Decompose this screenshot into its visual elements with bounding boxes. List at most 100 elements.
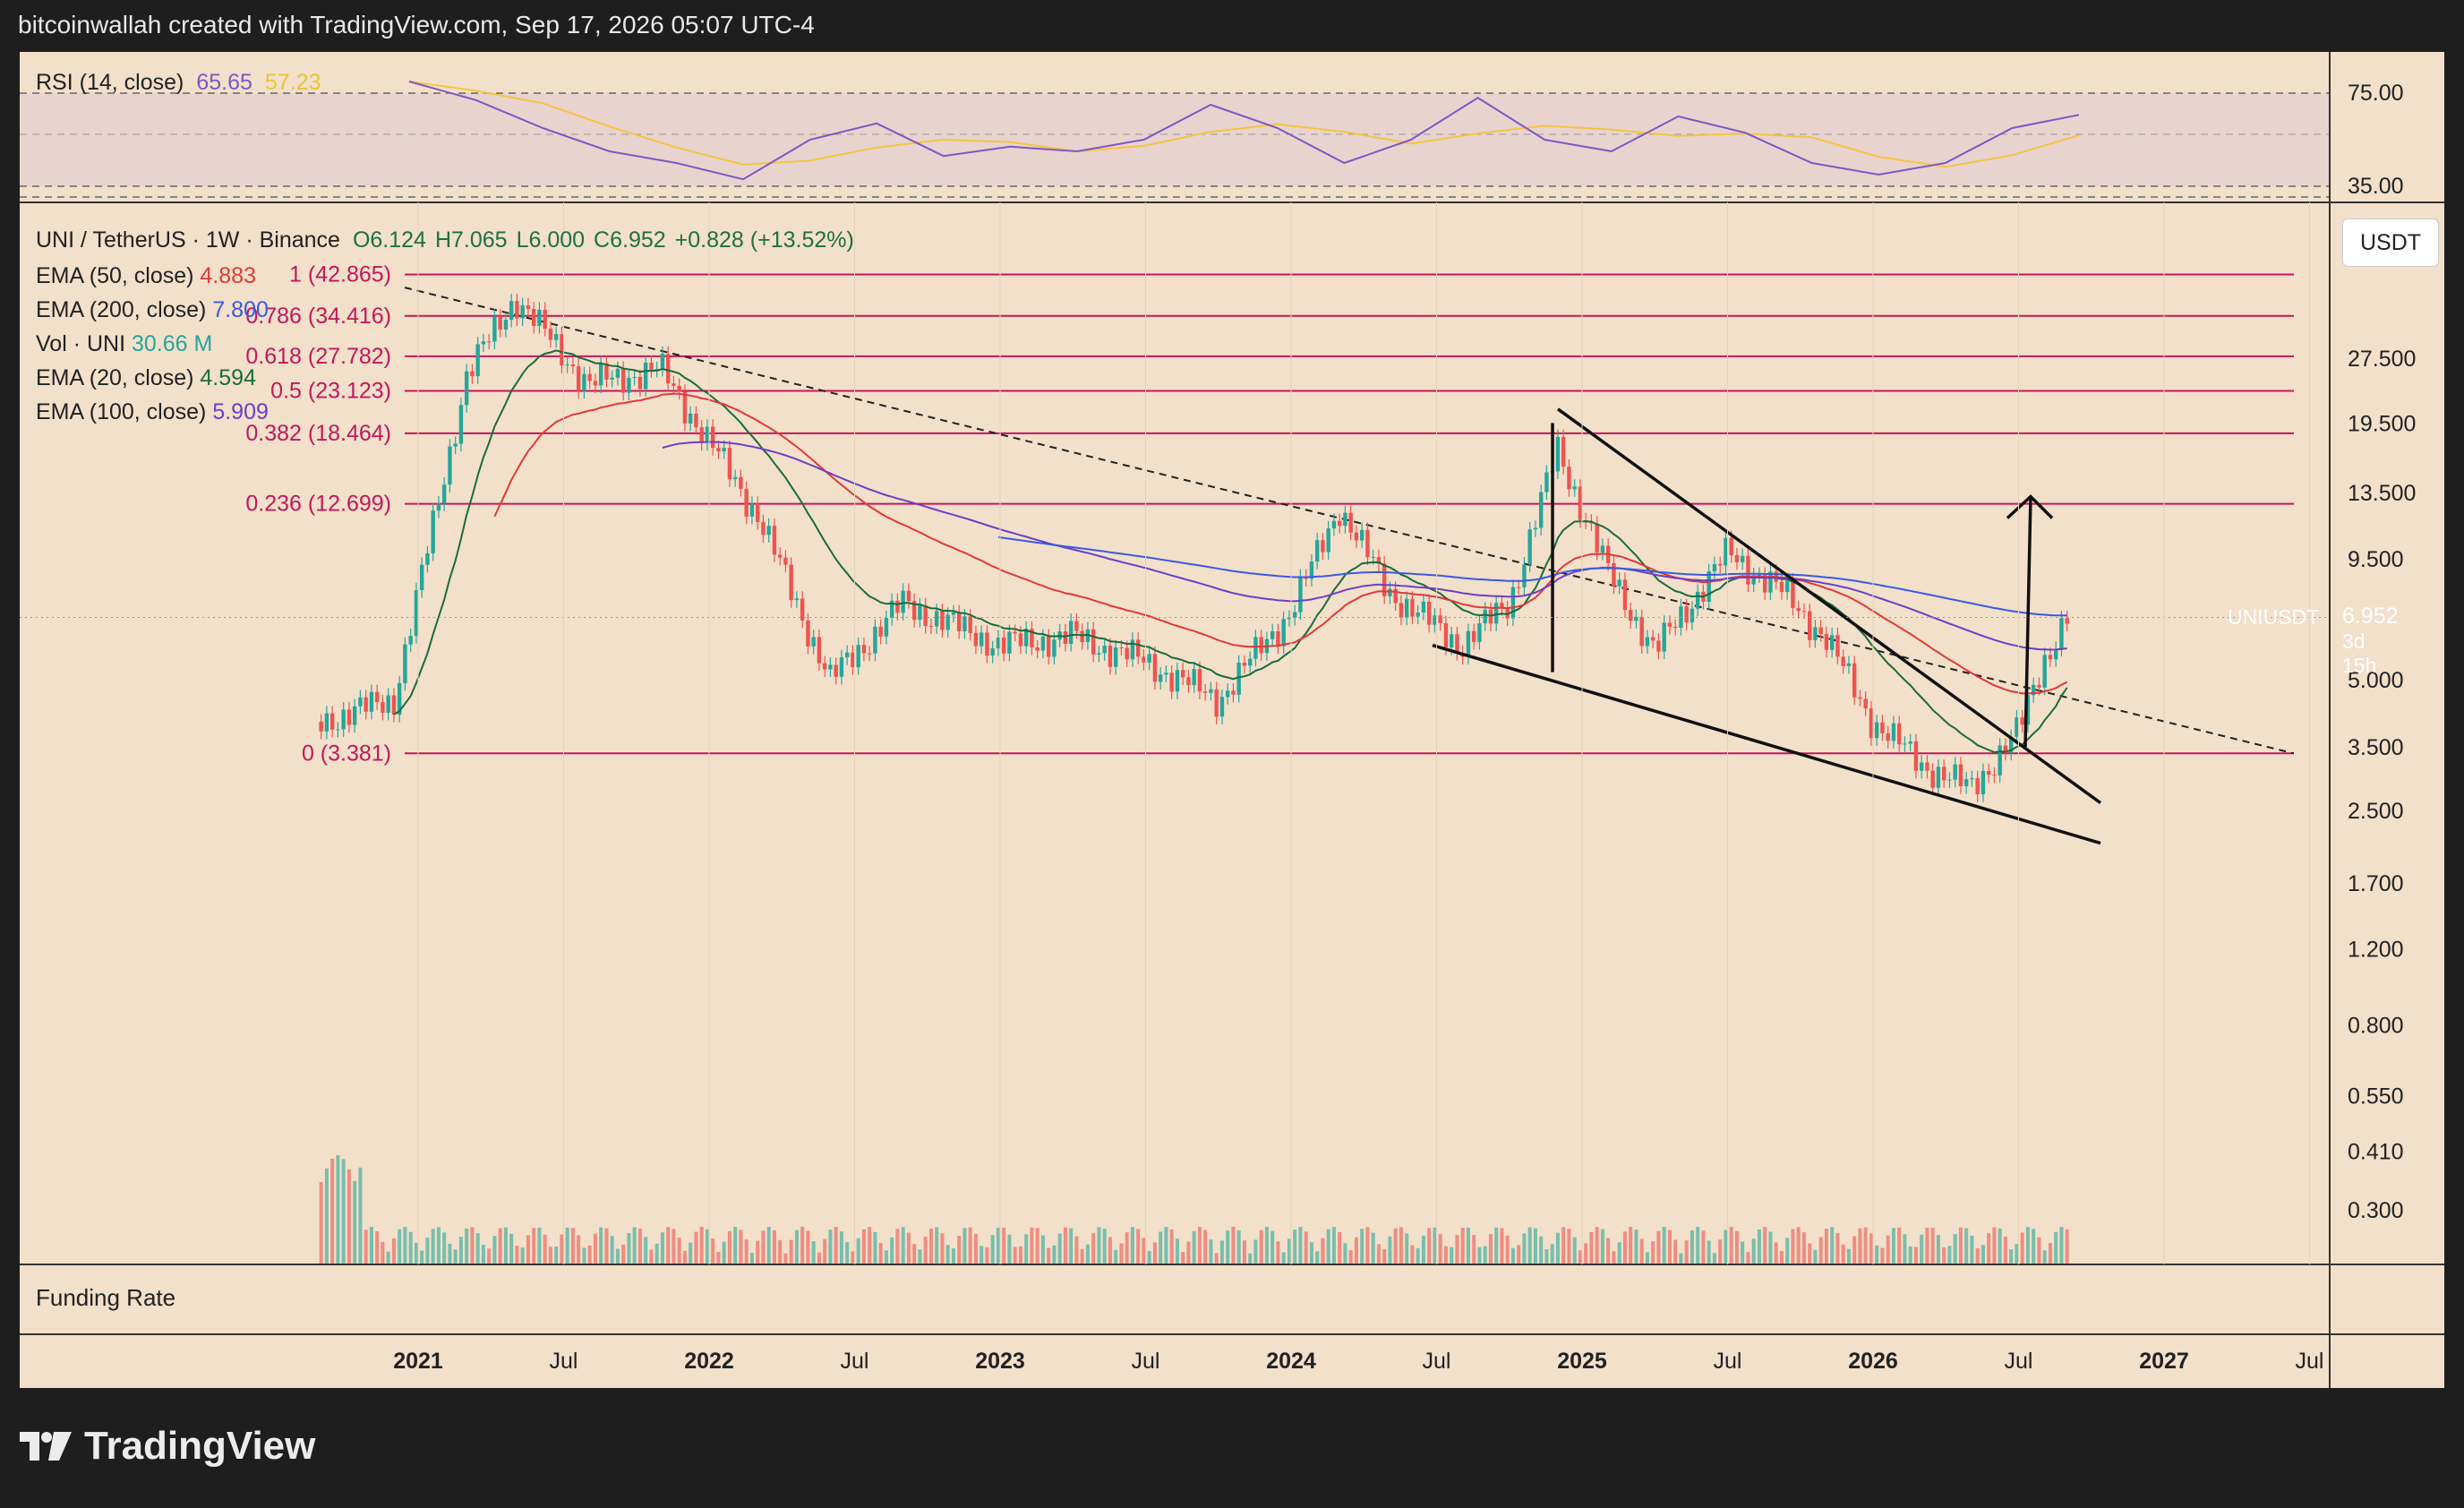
volume-bar [834,1227,838,1264]
candle-body [744,488,749,517]
volume-bar [1421,1235,1425,1264]
chart-frame[interactable]: 1 (42.865) 0.786 (34.416) 0.618 (27.782) 0.… [20,52,2444,1388]
candle-body [1013,631,1017,634]
volume-bar [1460,1228,1465,1264]
candle-body [1751,575,1756,585]
y-tick-label: 1.200 [2348,937,2404,962]
x-tick-label: Jul [1714,1349,1742,1374]
volume-bar [453,1249,458,1264]
candle-body [1813,627,1818,640]
candle-body [727,448,732,480]
candle-body [414,590,419,637]
indicator-label: EMA (100, close) [36,399,213,424]
volume-bar [1679,1253,1683,1264]
candle-body [1426,601,1432,625]
candle-body [1438,615,1442,623]
volume-bar [1405,1233,1409,1264]
candle-body [1231,690,1236,695]
x-tick-label: Jul [550,1349,578,1374]
candle-body [1209,689,1213,693]
candle-body [620,368,626,393]
volume-bar [526,1235,530,1264]
candle-body [1287,617,1292,620]
volume-bar [811,1241,816,1264]
volume-bar [1696,1227,1700,1264]
volume-bar [1018,1246,1022,1264]
currency-button[interactable]: USDT [2342,218,2439,267]
candle-body [722,448,726,452]
volume-bar [1097,1227,1101,1264]
indicator-label: EMA (50, close) [36,263,201,288]
volume-bar [2042,1250,2047,1264]
rsi-tick-label: 75.00 [2348,81,2404,106]
volume-bar [2054,1231,2058,1264]
candle-body [834,664,838,677]
y-tick-label: 5.000 [2348,668,2404,693]
candle-body [1158,674,1163,682]
candle-body [761,521,766,536]
volume-bar [560,1234,564,1264]
candle-body [1326,528,1330,553]
candle-body [1891,723,1896,741]
candle-body [403,644,407,683]
volume-bar [1981,1245,1985,1264]
volume-bar [856,1238,860,1264]
candle-body [1639,616,1644,647]
candle-body [1455,634,1459,654]
rsi-value: 65.65 [196,70,252,95]
volume-bar [951,1248,955,1264]
candle-body [1214,689,1219,717]
volume-bar [1080,1248,1084,1264]
y-tick-label: 0.550 [2348,1084,2404,1110]
candle-body [464,371,469,406]
volume-bar [1930,1228,1935,1264]
volume-bar [689,1242,693,1264]
close-value: C6.952 [594,227,666,253]
volume-bar [458,1237,463,1264]
candle-body [1880,722,1885,733]
candle-body [2003,745,2008,753]
volume-bar [1214,1253,1219,1264]
volume-bar [1388,1236,1392,1264]
volume-bar [1119,1243,1124,1264]
volume-bar [1108,1237,1112,1264]
volume-bar [319,1182,323,1264]
volume-bar [1264,1227,1269,1264]
candle-body [1488,609,1493,624]
volume-bar [1226,1230,1230,1264]
candle-body [1908,741,1912,744]
volume-bar [1354,1237,1358,1264]
volume-bar [1830,1227,1835,1264]
volume-bar [945,1245,950,1264]
candle-body [1443,622,1449,647]
volume-bar [1998,1228,2002,1264]
volume-bar [398,1229,402,1264]
candle-body [1219,697,1225,717]
candle-body [1734,554,1740,562]
volume-bar [1858,1228,1862,1264]
volume-bar [1785,1238,1790,1264]
volume-bar [1869,1233,1873,1264]
volume-bar [408,1231,413,1264]
volume-bar [587,1245,592,1264]
volume-bar [1684,1240,1689,1264]
candle-body [1863,698,1868,709]
volume-bar [1399,1227,1403,1264]
volume-bar [1013,1247,1017,1264]
x-tick-label: Jul [2296,1349,2324,1374]
candle-body [867,653,872,655]
candle-body [1936,767,1941,788]
candle-body [1348,512,1353,533]
tradingview-logo[interactable]: TradingView [20,1424,315,1469]
candle-body [1869,708,1874,739]
candle-body [1964,779,1969,787]
volume-bar [615,1248,620,1264]
volume-bar [1175,1238,1179,1264]
volume-bar [1438,1234,1442,1264]
volume-bar [794,1230,799,1264]
candle-body [945,614,950,630]
chart-canvas[interactable]: 1 (42.865) 0.786 (34.416) 0.618 (27.782) 0.… [20,52,2444,1388]
candle-body [531,309,536,326]
fib-level-label: 0.236 (12.699) [245,492,391,517]
candle-body [1941,767,1946,781]
